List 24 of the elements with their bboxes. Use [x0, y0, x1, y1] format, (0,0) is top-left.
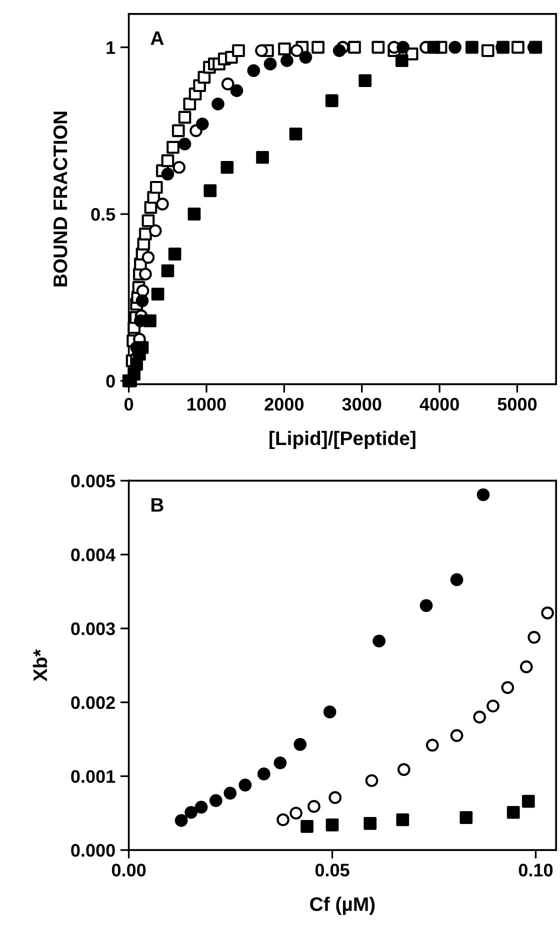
y-tick-label: 0.003 [71, 622, 115, 636]
x-tick-label: 0 [124, 398, 134, 411]
x-tick-label: 3000 [342, 398, 382, 411]
y-tick-label: 0 [106, 374, 115, 388]
y-tick-label: 1 [106, 41, 116, 54]
y-tick-label: 0.001 [71, 770, 116, 783]
y-tick-label: 0.005 [71, 474, 116, 488]
x-tick-label: 0.10 [518, 864, 553, 877]
x-tick-label: 5000 [498, 398, 537, 411]
x-tick-label: 0.00 [112, 864, 146, 877]
y-tick-label: 0.004 [71, 548, 116, 562]
x-tick-label: 0.05 [315, 864, 350, 877]
x-tick-label: 2000 [264, 398, 304, 411]
annotation: A [150, 31, 164, 45]
y-tick-label: 0.000 [71, 844, 115, 857]
y-tick-label: 0.5 [91, 208, 116, 221]
x-tick-label: 1000 [188, 398, 226, 411]
x-axis-title: [Lipid]/[Peptide] [270, 430, 416, 450]
y-tick-label: 0.002 [71, 696, 115, 710]
x-axis-title: Cf (µM) [310, 896, 375, 915]
annotation: B [151, 498, 164, 512]
x-tick-label: 4000 [420, 398, 459, 411]
y-axis-title: BOUND FRACTION [53, 112, 68, 286]
y-axis-title: Xb* [32, 649, 48, 682]
